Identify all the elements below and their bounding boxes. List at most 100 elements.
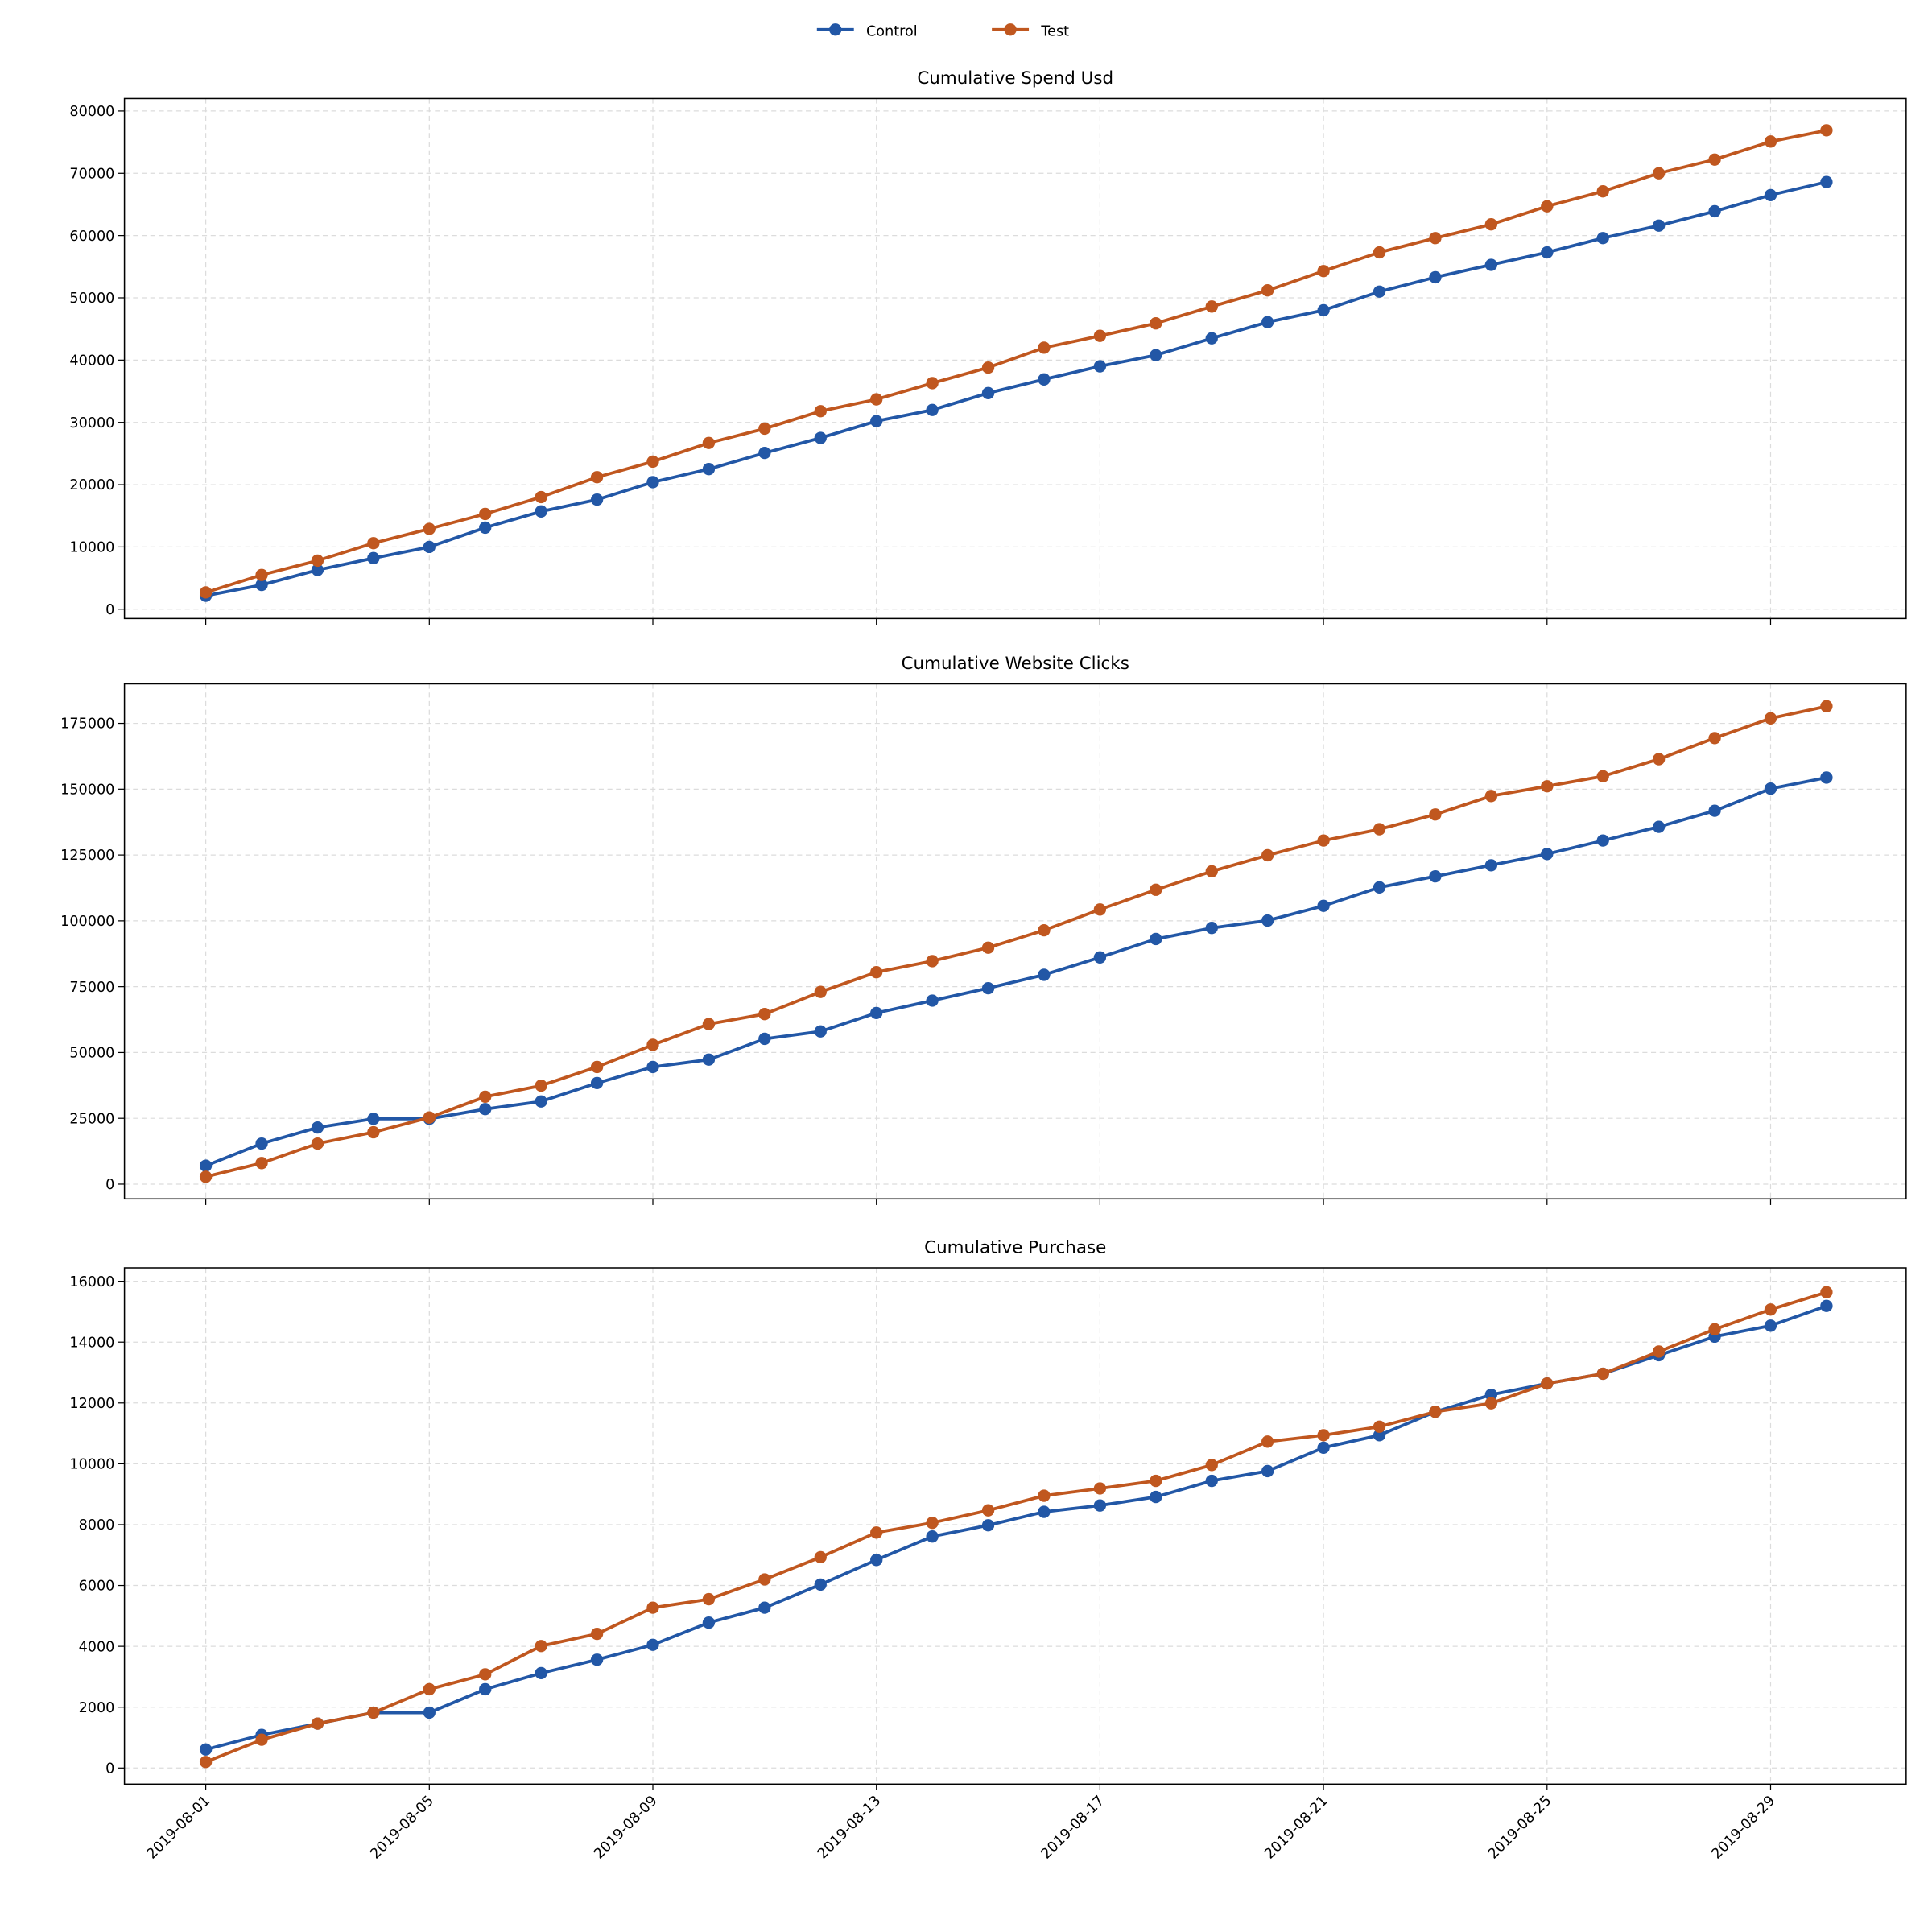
data-point-control [926, 1530, 939, 1543]
data-point-control [255, 578, 268, 592]
data-point-test [1317, 834, 1330, 847]
data-point-test [758, 422, 771, 436]
data-point-test [590, 471, 604, 484]
data-point-test [1429, 1406, 1442, 1418]
data-point-control [926, 994, 939, 1007]
y-tick-label: 80000 [69, 104, 114, 120]
data-point-test [535, 1079, 547, 1092]
data-point-test [1484, 1397, 1498, 1410]
data-point-control [758, 446, 771, 460]
data-point-test [590, 1627, 604, 1641]
axes-frame [123, 97, 1907, 620]
data-point-control [1541, 246, 1554, 259]
y-tick-label: 4000 [79, 1639, 115, 1655]
y-tick-label: 175000 [60, 716, 114, 733]
x-tick-label: 2019-08-17 [1038, 1793, 1108, 1862]
data-point-control [1484, 258, 1498, 271]
data-point-control [1317, 1441, 1330, 1455]
y-tick-label: 60000 [69, 229, 114, 245]
y-tick-label: 2000 [79, 1700, 115, 1716]
data-point-test [814, 985, 827, 998]
data-point-control [1652, 219, 1666, 232]
data-point-control [367, 1113, 380, 1125]
y-tick-label: 6000 [79, 1579, 115, 1595]
data-point-control [423, 1706, 436, 1719]
data-point-control [870, 415, 883, 427]
data-point-test [367, 1706, 380, 1719]
data-point-test [1596, 770, 1609, 782]
data-point-test [702, 1592, 716, 1606]
legend-label-test: Test [1040, 23, 1069, 39]
series-line-test [205, 704, 1827, 1179]
data-point-test [479, 507, 492, 521]
series-line-control [204, 776, 1827, 1167]
data-point-test [1261, 284, 1274, 297]
legend-label-control: Control [866, 23, 918, 39]
data-point-control [646, 1060, 659, 1074]
data-point-test [423, 522, 436, 535]
data-point-test [1484, 790, 1498, 803]
data-point-control [423, 540, 436, 554]
panel-1: 0 10000 20000 30000 40000 50000 60000 70000 8000… [69, 68, 1907, 625]
x-tick-label: 2019-08-01 [144, 1793, 213, 1862]
data-point-test [590, 1060, 604, 1074]
data-point-control [199, 1743, 213, 1756]
data-point-control [311, 1121, 324, 1134]
data-point-control [758, 1601, 771, 1614]
data-point-control [1652, 820, 1666, 833]
data-point-test [1373, 246, 1386, 259]
data-point-test [814, 405, 827, 418]
data-point-test [423, 1111, 436, 1124]
data-point-test [1652, 753, 1666, 766]
data-point-test [255, 1157, 268, 1170]
data-point-control [981, 386, 995, 399]
data-point-control [535, 1666, 547, 1680]
data-point-test [1596, 185, 1609, 198]
data-point-test [367, 537, 380, 550]
data-point-test [1484, 218, 1498, 231]
y-tick-label: 50000 [69, 1046, 114, 1062]
data-point-test [423, 1682, 436, 1696]
data-point-control [1820, 175, 1833, 188]
legend-marker-control [829, 23, 842, 36]
data-point-control [981, 1519, 995, 1532]
data-point-control [814, 1578, 827, 1591]
data-point-test [702, 436, 716, 449]
data-point-test [1764, 1303, 1777, 1316]
data-point-test [311, 554, 324, 568]
data-point-control [1317, 303, 1330, 317]
data-point-test [1205, 865, 1218, 878]
data-point-test [1373, 823, 1386, 836]
x-tick-label: 2019-08-05 [368, 1793, 437, 1862]
y-tick-label: 16000 [69, 1274, 114, 1290]
data-point-test [1150, 317, 1162, 330]
data-point-test [981, 1504, 995, 1517]
data-point-control [1093, 951, 1107, 964]
y-tick-label: 70000 [69, 166, 114, 182]
data-point-test [479, 1090, 492, 1104]
data-point-control [1038, 968, 1051, 981]
data-point-test [1820, 124, 1833, 137]
data-point-control [814, 1025, 827, 1038]
data-point-test [1541, 200, 1554, 213]
data-point-test [1820, 1286, 1833, 1298]
x-tick-label: 2019-08-29 [1709, 1793, 1778, 1862]
data-point-control [1205, 922, 1218, 935]
y-tick-label: 30000 [69, 415, 114, 431]
data-point-test [311, 1717, 324, 1730]
data-point-control [1205, 332, 1218, 345]
data-point-control [1261, 316, 1274, 328]
data-point-test [199, 586, 213, 599]
data-point-control [1708, 204, 1721, 218]
x-tick-label: 2019-08-25 [1485, 1793, 1554, 1862]
data-point-test [1596, 1367, 1609, 1381]
data-point-control [1205, 1474, 1218, 1488]
data-point-control [1150, 932, 1162, 946]
panel-title: Cumulative Spend Usd [917, 68, 1113, 89]
y-tick-label: 10000 [69, 1457, 114, 1473]
data-point-control [1708, 804, 1721, 817]
data-point-test [646, 455, 659, 469]
data-point-control [1541, 848, 1554, 861]
data-point-test [199, 1170, 213, 1183]
data-point-test [1764, 712, 1777, 724]
